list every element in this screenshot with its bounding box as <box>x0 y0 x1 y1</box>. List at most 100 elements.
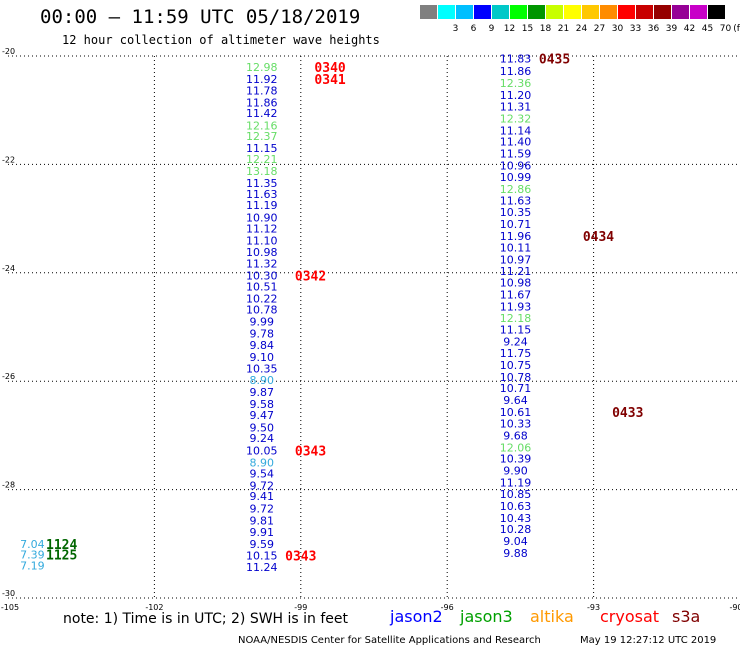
credit-line: NOAA/NESDIS Center for Satellite Applica… <box>238 635 541 646</box>
x-tick-label: -93 <box>587 603 600 612</box>
scale-swatch <box>708 5 725 19</box>
swh-value: 10.35 <box>500 206 532 219</box>
scale-label: 45 <box>701 24 714 34</box>
swh-value: 13.18 <box>246 165 278 178</box>
swh-value: 11.67 <box>500 288 532 301</box>
satellite-legend-altika: altika <box>530 607 574 626</box>
swh-value: 10.63 <box>500 500 532 513</box>
scale-swatch <box>528 5 545 19</box>
swh-value: 11.31 <box>500 100 532 113</box>
y-tick-label: -20 <box>2 47 15 56</box>
swh-value: 11.19 <box>246 199 278 212</box>
scale-label: 3 <box>452 24 459 34</box>
swh-value: 10.43 <box>500 512 532 525</box>
y-tick-label: -22 <box>2 155 15 164</box>
swh-value: 11.86 <box>500 65 532 78</box>
swh-value: 10.61 <box>500 406 532 419</box>
swh-value: 12.32 <box>500 112 532 125</box>
swh-value: 12.86 <box>500 183 532 196</box>
satellite-legend-jason3: jason3 <box>460 607 513 626</box>
scale-swatch <box>492 5 509 19</box>
scale-swatch <box>474 5 491 19</box>
swh-value: 11.63 <box>500 195 532 208</box>
scale-unit: (ft) <box>733 24 740 34</box>
swh-value: 9.88 <box>503 547 528 560</box>
swh-value: 9.24 <box>503 336 528 349</box>
swh-value: 8.90 <box>250 374 275 387</box>
pass-time-label: 1124 <box>46 538 77 553</box>
scale-swatch <box>438 5 455 19</box>
swh-value: 9.87 <box>250 386 275 399</box>
swh-value: 10.05 <box>246 445 278 458</box>
swh-value: 10.78 <box>246 304 278 317</box>
scale-swatch <box>564 5 581 19</box>
swh-value: 10.75 <box>500 359 532 372</box>
swh-value: 11.92 <box>246 73 278 86</box>
swh-value: 9.72 <box>250 503 275 516</box>
swh-value: 11.15 <box>500 324 532 337</box>
swh-value: 10.98 <box>500 277 532 290</box>
scale-swatch <box>690 5 707 19</box>
swh-value: 10.71 <box>500 382 532 395</box>
pass-time-label: 0341 <box>314 73 345 88</box>
scale-swatch <box>456 5 473 19</box>
y-tick-label: -30 <box>2 589 15 598</box>
satellite-legend-cryosat: cryosat <box>600 607 660 626</box>
scale-label: 42 <box>683 24 696 34</box>
swh-value: 9.84 <box>250 339 275 352</box>
scale-label: 21 <box>557 24 570 34</box>
swh-value: 9.04 <box>503 535 528 548</box>
swh-value: 9.90 <box>503 465 528 478</box>
pass-time-label: 0340 <box>314 61 345 76</box>
y-tick-label: -26 <box>2 372 15 381</box>
swh-value: 10.78 <box>500 371 532 384</box>
swh-value: 11.86 <box>246 97 278 110</box>
scale-swatch <box>618 5 635 19</box>
scale-label: 18 <box>539 24 552 34</box>
y-tick-label: -24 <box>2 264 15 273</box>
satellite-legend-jason2: jason2 <box>390 607 443 626</box>
pass-time-label: 0343 <box>285 550 316 565</box>
swh-value: 10.15 <box>246 550 278 563</box>
chart-subtitle: 12 hour collection of altimeter wave hei… <box>62 33 380 47</box>
swh-value: 10.28 <box>500 523 532 536</box>
swh-value: 10.33 <box>500 417 532 430</box>
swh-value: 10.30 <box>246 270 278 283</box>
chart-title: 00:00 — 11:59 UTC 05/18/2019 <box>40 6 361 28</box>
swh-value: 12.98 <box>246 61 278 74</box>
swh-value: 12.06 <box>500 441 532 454</box>
swh-value: 7.19 <box>20 559 45 572</box>
pass-time-label: 0343 <box>295 445 326 460</box>
swh-value: 8.90 <box>250 457 275 470</box>
swh-value: 10.96 <box>500 159 532 172</box>
swh-value: 10.85 <box>500 488 532 501</box>
pass-time-label: 1125 <box>46 549 77 564</box>
scale-label: 33 <box>629 24 642 34</box>
swh-value: 11.35 <box>246 177 278 190</box>
x-tick-label: -99 <box>294 603 307 612</box>
swh-value: 7.04 <box>20 538 45 551</box>
swh-value: 10.90 <box>246 212 278 225</box>
swh-value: 10.39 <box>500 453 532 466</box>
swh-value: 9.24 <box>250 432 275 445</box>
pass-time-label: 0434 <box>583 230 614 245</box>
swh-value: 9.64 <box>503 394 528 407</box>
swh-value: 10.98 <box>246 246 278 259</box>
swh-value: 12.16 <box>246 119 278 132</box>
scale-label: 24 <box>575 24 588 34</box>
swh-value: 11.96 <box>500 230 532 243</box>
swh-value: 12.21 <box>246 153 278 166</box>
scale-label: 27 <box>593 24 606 34</box>
scale-label: 6 <box>470 24 477 34</box>
swh-value: 12.37 <box>246 130 278 143</box>
scale-swatch <box>600 5 617 19</box>
scale-label: 36 <box>647 24 660 34</box>
swh-value: 12.36 <box>500 77 532 90</box>
swh-value: 9.47 <box>250 409 275 422</box>
swh-value: 11.19 <box>500 477 532 490</box>
swh-value: 9.59 <box>250 538 275 551</box>
scale-label: 30 <box>611 24 624 34</box>
swh-value: 10.71 <box>500 218 532 231</box>
scale-label: 39 <box>665 24 678 34</box>
